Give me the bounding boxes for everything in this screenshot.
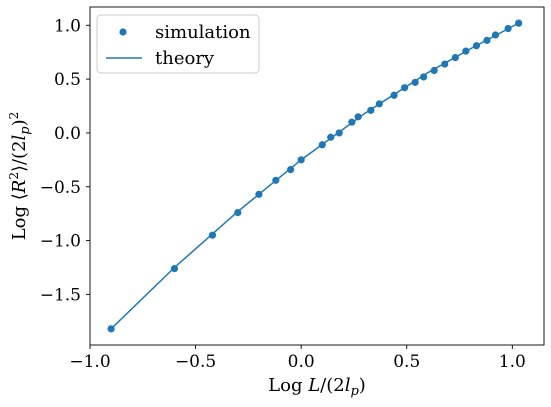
y-tick-label: −0.5: [40, 178, 81, 198]
simulation-point: [420, 73, 428, 81]
simulation-point: [255, 190, 263, 198]
x-axis-label: Log L/(2lp): [268, 375, 366, 399]
axes-frame: [89, 6, 545, 346]
simulation-point: [375, 100, 383, 108]
simulation-point: [451, 53, 459, 62]
y-tick-label: 0.5: [54, 70, 81, 90]
simulation-point: [367, 106, 375, 114]
legend-simulation-marker: [119, 28, 127, 36]
simulation-point: [208, 231, 217, 239]
simulation-point: [430, 66, 438, 75]
y-tick-label: −1.0: [40, 232, 81, 252]
simulation-point: [170, 264, 179, 273]
simulation-point: [504, 24, 512, 33]
x-tick-label: 1.0: [499, 352, 526, 372]
simulation-point: [234, 208, 242, 217]
simulation-point: [348, 118, 356, 126]
simulation-point: [462, 47, 470, 55]
y-tick-label: 0.0: [54, 124, 81, 144]
legend-simulation-label: simulation: [155, 22, 251, 43]
simulation-point: [491, 31, 500, 39]
simulation-point: [107, 325, 115, 333]
simulation-point: [354, 113, 362, 121]
simulation-point: [441, 60, 449, 68]
simulation-point: [287, 165, 295, 174]
simulation-point: [515, 19, 523, 27]
simulation-point: [483, 36, 491, 44]
simulation-point: [272, 176, 280, 184]
simulation-point: [327, 133, 335, 141]
simulation-point: [401, 84, 409, 92]
simulation-point: [411, 78, 419, 86]
simulation-point: [472, 42, 481, 50]
x-tick-label: −0.5: [175, 352, 216, 372]
simulation-point: [335, 129, 343, 137]
y-tick-label: 1.0: [54, 16, 81, 36]
simulation-point: [390, 91, 398, 99]
x-tick-label: 0.0: [288, 352, 315, 372]
x-tick-label: 0.5: [393, 352, 420, 372]
x-tick-label: −1.0: [69, 352, 110, 372]
simulation-point: [318, 141, 326, 149]
simulation-point: [297, 156, 305, 164]
legend-theory-label: theory: [155, 48, 215, 69]
y-tick-label: −1.5: [40, 285, 81, 305]
